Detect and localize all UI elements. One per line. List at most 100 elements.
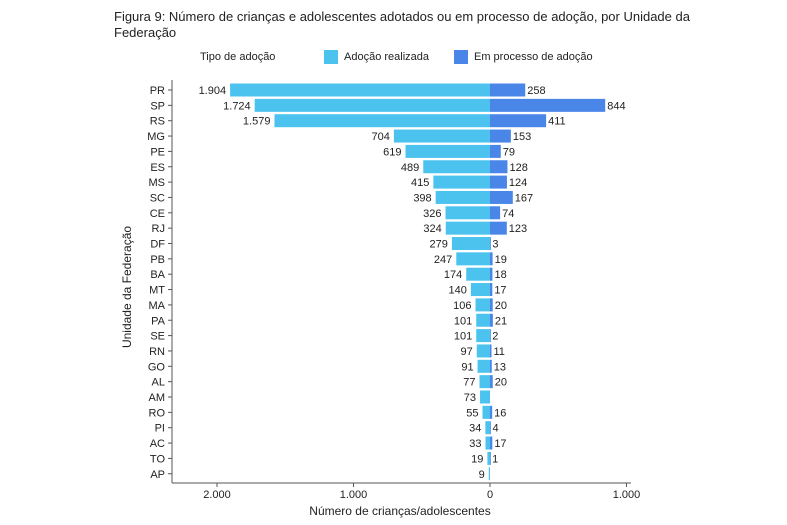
- bar-adocao-realizada-pb: [456, 252, 490, 266]
- label-em-processo-ce: 74: [502, 208, 514, 220]
- label-em-processo-pa: 21: [495, 315, 507, 327]
- bar-em-processo-go: [490, 359, 492, 373]
- bar-em-processo-pb: [490, 252, 493, 266]
- label-adocao-realizada-mt: 140: [449, 285, 467, 297]
- label-adocao-realizada-ro: 55: [466, 407, 478, 419]
- bar-adocao-realizada-ba: [466, 267, 490, 281]
- bar-em-processo-ro: [490, 405, 493, 419]
- bar-adocao-realizada-rn: [476, 344, 490, 358]
- bar-adocao-realizada-al: [479, 375, 490, 389]
- label-adocao-realizada-pr: 1.904: [199, 85, 227, 97]
- label-adocao-realizada-se: 101: [454, 331, 472, 343]
- y-tick-label-se: SE: [150, 331, 165, 343]
- label-adocao-realizada-ms: 415: [411, 177, 429, 189]
- label-adocao-realizada-rn: 97: [461, 346, 473, 358]
- bar-em-processo-ma: [490, 298, 493, 312]
- label-adocao-realizada-ac: 33: [469, 438, 481, 450]
- y-tick-label-rs: RS: [150, 116, 165, 128]
- bar-em-processo-pa: [490, 313, 493, 327]
- label-em-processo-pr: 258: [527, 85, 545, 97]
- bar-adocao-realizada-pa: [476, 313, 490, 327]
- bar-em-processo-rn: [490, 344, 492, 358]
- y-tick-label-ma: MA: [149, 300, 166, 312]
- label-adocao-realizada-ap: 9: [479, 469, 485, 481]
- y-tick-label-ce: CE: [150, 208, 165, 220]
- bar-adocao-realizada-ms: [433, 175, 490, 189]
- bar-em-processo-mt: [490, 283, 493, 297]
- bar-em-processo-rj: [490, 221, 507, 235]
- label-adocao-realizada-df: 279: [430, 239, 448, 251]
- label-adocao-realizada-ce: 326: [423, 208, 441, 220]
- label-em-processo-al: 20: [495, 377, 507, 389]
- label-em-processo-pe: 79: [503, 146, 515, 158]
- label-em-processo-rj: 123: [509, 223, 527, 235]
- y-tick-label-pr: PR: [150, 85, 165, 97]
- x-tick-label-3: 1.000: [613, 489, 641, 501]
- label-em-processo-ac: 17: [494, 438, 506, 450]
- bar-em-processo-ms: [490, 175, 507, 189]
- bar-adocao-realizada-ac: [485, 436, 490, 450]
- label-em-processo-ba: 18: [494, 269, 506, 281]
- bar-adocao-realizada-pr: [230, 83, 490, 97]
- legend-title: Tipo de adoção: [200, 51, 276, 63]
- label-adocao-realizada-pi: 34: [469, 423, 481, 435]
- x-tick-label-0: 2.000: [203, 489, 231, 501]
- y-tick-label-pb: PB: [150, 254, 165, 266]
- bar-adocao-realizada-rs: [274, 114, 490, 128]
- label-adocao-realizada-sp: 1.724: [223, 100, 251, 112]
- bar-adocao-realizada-ap: [488, 467, 490, 481]
- bar-adocao-realizada-pe: [405, 144, 490, 158]
- y-tick-label-ap: AP: [150, 469, 165, 481]
- label-em-processo-sp: 844: [607, 100, 625, 112]
- bar-em-processo-df: [490, 237, 491, 250]
- y-tick-label-pi: PI: [155, 423, 165, 435]
- y-tick-label-mt: MT: [149, 285, 165, 297]
- y-tick-label-pe: PE: [150, 146, 165, 158]
- y-tick-label-go: GO: [148, 361, 166, 373]
- y-tick-label-es: ES: [150, 162, 165, 174]
- label-adocao-realizada-es: 489: [401, 162, 419, 174]
- label-em-processo-rs: 411: [548, 116, 566, 128]
- label-adocao-realizada-rs: 1.579: [243, 116, 271, 128]
- bar-adocao-realizada-sc: [435, 190, 490, 204]
- bar-adocao-realizada-to: [487, 451, 490, 465]
- label-adocao-realizada-ba: 174: [444, 269, 462, 281]
- y-tick-label-ro: RO: [149, 407, 166, 419]
- y-tick-label-ac: AC: [150, 438, 165, 450]
- label-adocao-realizada-rj: 324: [423, 223, 441, 235]
- bar-em-processo-to: [490, 451, 491, 465]
- y-tick-label-sp: SP: [150, 100, 165, 112]
- bar-em-processo-pe: [490, 144, 501, 158]
- label-em-processo-rn: 11: [494, 346, 505, 358]
- label-em-processo-sc: 167: [515, 192, 533, 204]
- x-axis-title: Número de crianças/adolescentes: [309, 504, 490, 518]
- bar-em-processo-mg: [490, 129, 511, 143]
- bar-em-processo-ac: [490, 436, 493, 450]
- y-tick-label-ba: BA: [150, 269, 165, 281]
- label-em-processo-go: 13: [494, 361, 506, 373]
- y-tick-label-am: AM: [149, 392, 166, 404]
- y-tick-label-mg: MG: [147, 131, 165, 143]
- legend-label-adocao-realizada: Adoção realizada: [344, 51, 430, 63]
- y-tick-label-ms: MS: [149, 177, 166, 189]
- label-em-processo-pi: 4: [493, 423, 499, 435]
- bar-adocao-realizada-mt: [470, 283, 490, 297]
- label-adocao-realizada-ma: 106: [453, 300, 471, 312]
- label-adocao-realizada-go: 91: [461, 361, 473, 373]
- label-adocao-realizada-sc: 398: [413, 192, 431, 204]
- legend-label-em-processo: Em processo de adoção: [474, 51, 593, 63]
- label-em-processo-df: 3: [492, 239, 498, 251]
- bar-em-processo-al: [490, 375, 493, 389]
- bar-em-processo-sp: [490, 98, 606, 112]
- bar-em-processo-se: [490, 329, 491, 343]
- label-em-processo-se: 2: [492, 331, 498, 343]
- label-em-processo-mt: 17: [494, 285, 506, 297]
- y-tick-label-al: AL: [152, 377, 165, 389]
- bar-adocao-realizada-pi: [485, 421, 490, 435]
- bar-adocao-realizada-sp: [254, 98, 490, 112]
- legend-swatch-adocao-realizada: [324, 50, 338, 64]
- bar-adocao-realizada-mg: [393, 129, 490, 143]
- figure-title: Figura 9: Número de crianças e adolescen…: [114, 9, 690, 40]
- bar-em-processo-rs: [490, 114, 547, 128]
